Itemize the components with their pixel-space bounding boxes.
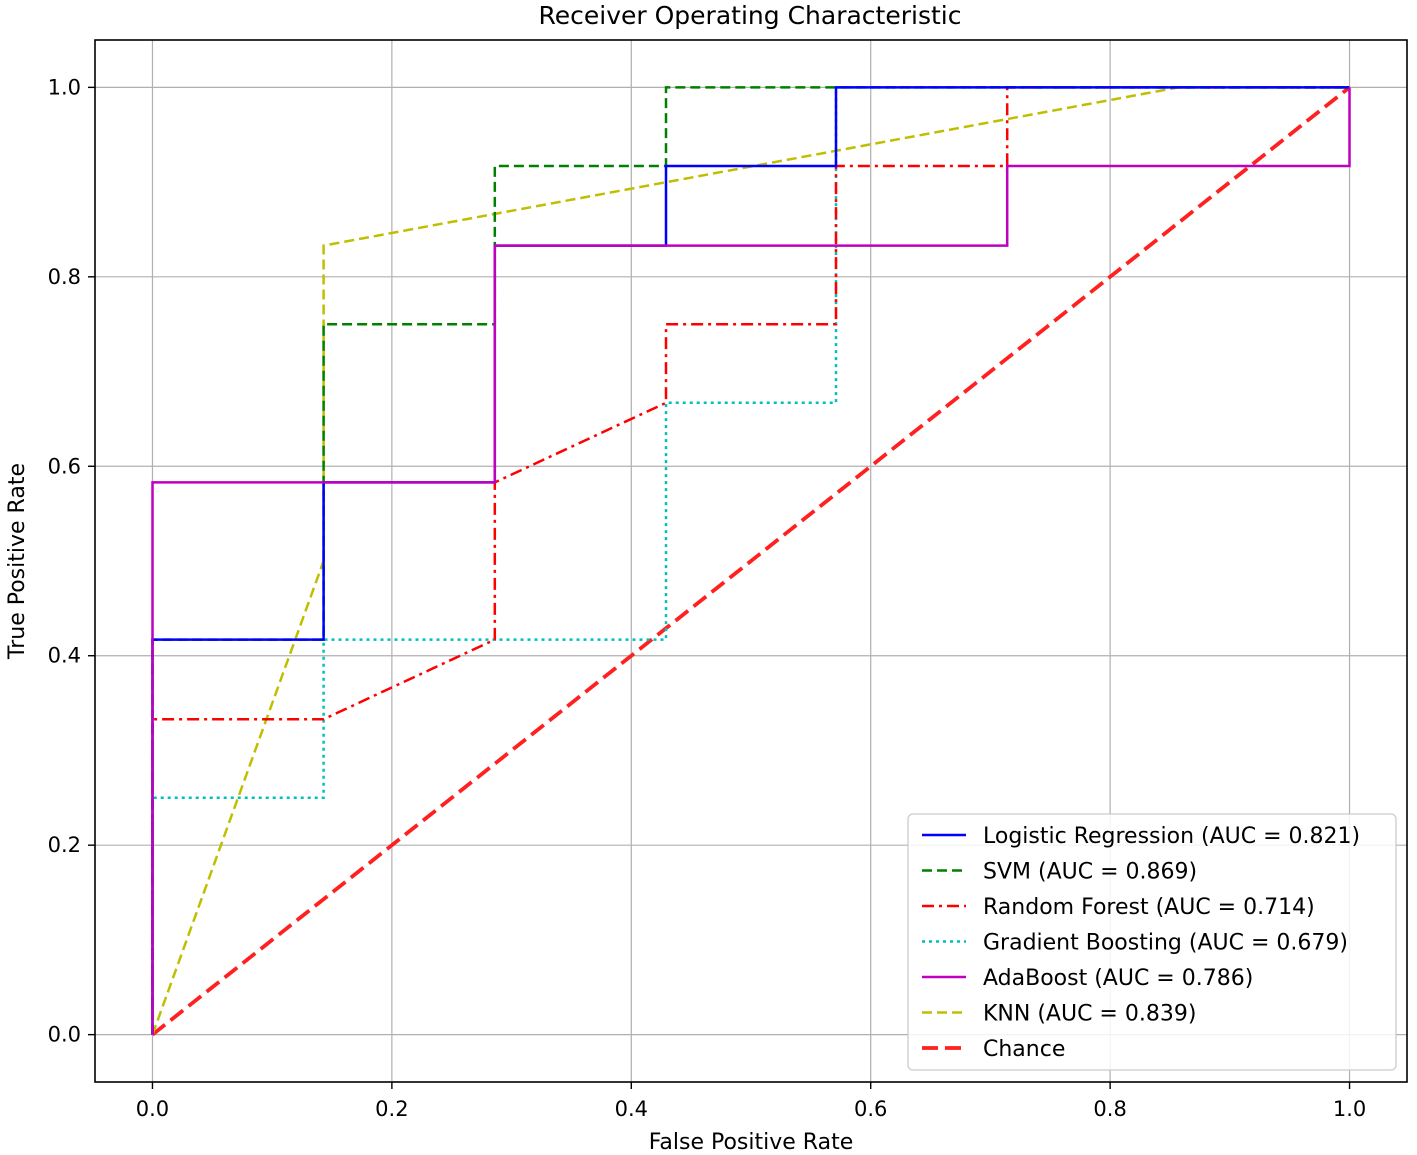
- grid: [95, 40, 1407, 1082]
- x-axis-label: False Positive Rate: [649, 1130, 853, 1155]
- x-tick-label: 0.4: [615, 1097, 648, 1121]
- legend-box: [907, 813, 1397, 1071]
- chart-title: Receiver Operating Characteristic: [539, 1, 962, 30]
- series-lines: [151, 85, 1351, 1037]
- x-tick-label: 0.8: [1093, 1097, 1126, 1121]
- series-line-6: [151, 85, 1351, 1037]
- x-tick-label: 0.6: [854, 1097, 887, 1121]
- y-tick-label: 0.4: [48, 644, 81, 668]
- y-tick-label: 0.6: [48, 454, 81, 478]
- legend-label: AdaBoost (AUC = 0.786): [983, 966, 1253, 991]
- legend-label: Logistic Regression (AUC = 0.821): [983, 824, 1360, 849]
- x-tick-label: 0.2: [375, 1097, 408, 1121]
- x-tick-label: 0.0: [136, 1097, 169, 1121]
- legend: Logistic Regression (AUC = 0.821) SVM (AU…: [907, 813, 1397, 1071]
- y-tick-label: 0.2: [48, 833, 81, 857]
- y-tick-label: 0.0: [48, 1023, 81, 1047]
- axis-ticks: 0.0 0.2 0.4 0.6 0.8 1.0 0.0 0.2 0.4 0.6 0.8 1.0: [48, 75, 1367, 1121]
- series-line-2: [151, 86, 1350, 1035]
- legend-label: KNN (AUC = 0.839): [983, 1002, 1196, 1027]
- series-line-4: [151, 87, 1351, 1035]
- x-tick-label: 1.0: [1333, 1097, 1366, 1121]
- legend-label: Chance: [983, 1037, 1065, 1062]
- y-tick-label: 1.0: [48, 75, 81, 99]
- legend-label: SVM (AUC = 0.869): [983, 860, 1197, 885]
- plot-frame: [94, 39, 1408, 1083]
- legend-label: Gradient Boosting (AUC = 0.679): [983, 931, 1348, 956]
- y-tick-label: 0.8: [48, 265, 81, 289]
- legend-label: Random Forest (AUC = 0.714): [983, 895, 1315, 920]
- y-axis-label: True Positive Rate: [5, 463, 30, 660]
